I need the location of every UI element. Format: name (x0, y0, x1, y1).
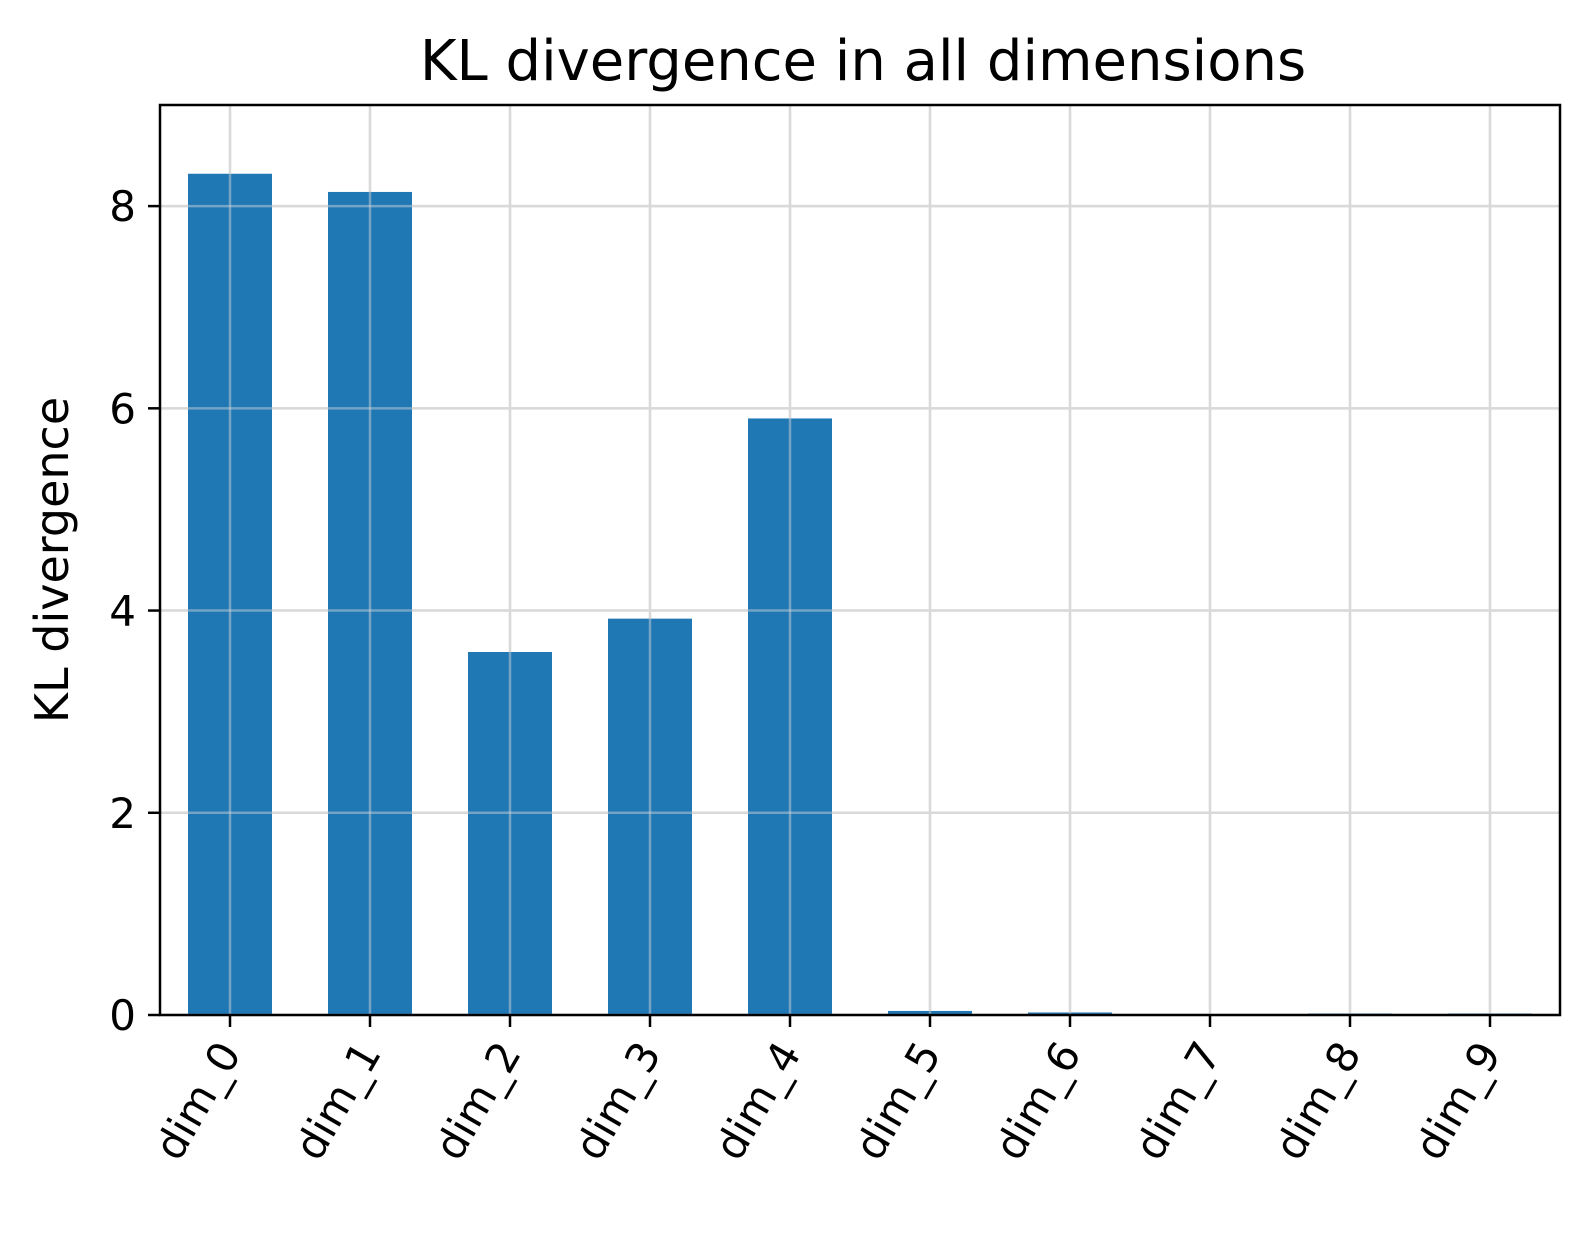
bars (188, 173, 1532, 1015)
plot-frame (158, 103, 1562, 1017)
bar-dim_5 (888, 1010, 972, 1015)
bar-dim_2 (468, 652, 552, 1015)
y-axis-label: KL divergence (25, 397, 79, 723)
y-tick-label: 2 (109, 789, 136, 838)
y-tick-label: 6 (109, 384, 136, 433)
x-axis-ticks: dim_0 dim_1 dim_2 dim_3 dim_4 dim_5 dim_6 dim_7… (145, 1015, 1511, 1168)
x-tick-label: dim_7 (1125, 1034, 1231, 1168)
x-tick-label: dim_1 (285, 1034, 391, 1168)
x-tick-label: dim_9 (1405, 1034, 1511, 1168)
y-tick-label: 4 (109, 587, 136, 636)
y-tick-label: 0 (109, 991, 136, 1040)
x-tick-label: dim_6 (985, 1034, 1091, 1168)
y-axis-ticks: 0 2 4 6 8 (109, 182, 160, 1040)
axes (158, 103, 1562, 1017)
bar-dim_0 (188, 173, 272, 1015)
bar-dim_3 (608, 618, 692, 1015)
x-tick-label: dim_4 (705, 1034, 811, 1168)
bar-dim_1 (328, 191, 412, 1015)
y-tick-label: 8 (109, 182, 136, 231)
bar-dim_4 (748, 418, 832, 1015)
x-tick-label: dim_8 (1265, 1034, 1371, 1168)
x-tick-label: dim_5 (845, 1034, 951, 1168)
x-tick-label: dim_0 (145, 1034, 251, 1168)
chart-title: KL divergence in all dimensions (420, 29, 1306, 94)
x-tick-label: dim_3 (565, 1034, 671, 1168)
x-tick-label: dim_2 (425, 1034, 531, 1168)
grid-lines-over-bars (160, 105, 1560, 1017)
bar-dim_6 (1028, 1012, 1112, 1015)
